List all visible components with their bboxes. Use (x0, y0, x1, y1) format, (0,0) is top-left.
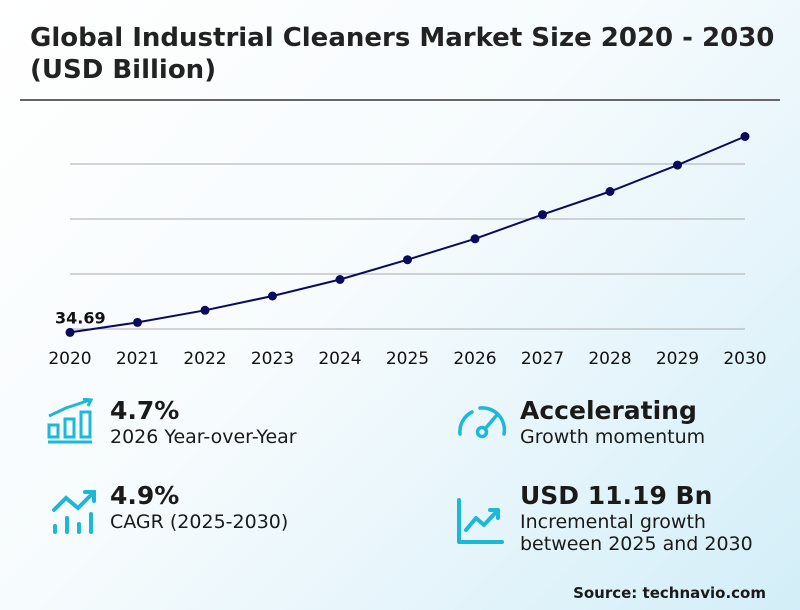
x-tick-label: 2020 (48, 349, 91, 369)
data-label: 34.69 (55, 308, 106, 327)
data-point (335, 275, 345, 284)
data-point (470, 234, 480, 244)
series-line (69, 135, 746, 334)
x-tick-label: 2030 (723, 349, 766, 369)
speedometer-icon (458, 406, 507, 439)
stat-label: Incremental growth between 2025 and 2030 (520, 511, 753, 555)
x-tick-label: 2026 (453, 349, 496, 369)
x-tick-label: 2028 (588, 349, 631, 369)
x-tick-label: 2022 (183, 349, 226, 369)
x-tick-label: 2027 (521, 349, 564, 369)
line-chart: 2020 2021 2022 2023 2024 2025 2026 2027 2028 2029… (48, 132, 767, 369)
line-chart-up-icon (457, 498, 504, 544)
data-point (133, 317, 142, 327)
page-title: Global Industrial Cleaners Market Size 2… (30, 23, 775, 85)
stat-value: Accelerating (520, 396, 697, 425)
x-tick-label: 2025 (386, 349, 429, 369)
stat-yoy: 4.7% 2026 Year-over-Year (110, 396, 297, 448)
stat-incremental: USD 11.19 Bn Incremental growth between … (520, 481, 780, 555)
stat-value: USD 11.19 Bn (520, 481, 713, 510)
stat-value: 4.7% (110, 396, 180, 425)
trend-up-bars-icon (52, 490, 96, 534)
data-point (740, 132, 750, 141)
data-point (200, 305, 210, 315)
stat-label: CAGR (2025-2030) (110, 511, 289, 533)
x-tick-label: 2021 (116, 349, 159, 369)
data-point (605, 187, 615, 196)
source-credit: Source: technavio.com (573, 584, 766, 602)
stat-momentum: Accelerating Growth momentum (520, 396, 705, 448)
stat-value: 4.9% (110, 481, 180, 510)
stat-cagr: 4.9% CAGR (2025-2030) (110, 481, 288, 533)
x-tick-label: 2029 (656, 349, 699, 369)
stat-label: 2026 Year-over-Year (110, 426, 297, 448)
data-point (65, 327, 75, 337)
data-point (538, 210, 547, 220)
data-point (403, 255, 412, 265)
bar-chart-growth-icon (47, 398, 94, 444)
x-tick-label: 2024 (318, 349, 361, 369)
x-tick-label: 2023 (251, 349, 294, 369)
stat-label: Growth momentum (520, 426, 706, 448)
data-point (673, 160, 682, 170)
title-divider (20, 99, 780, 101)
data-point (268, 291, 277, 301)
